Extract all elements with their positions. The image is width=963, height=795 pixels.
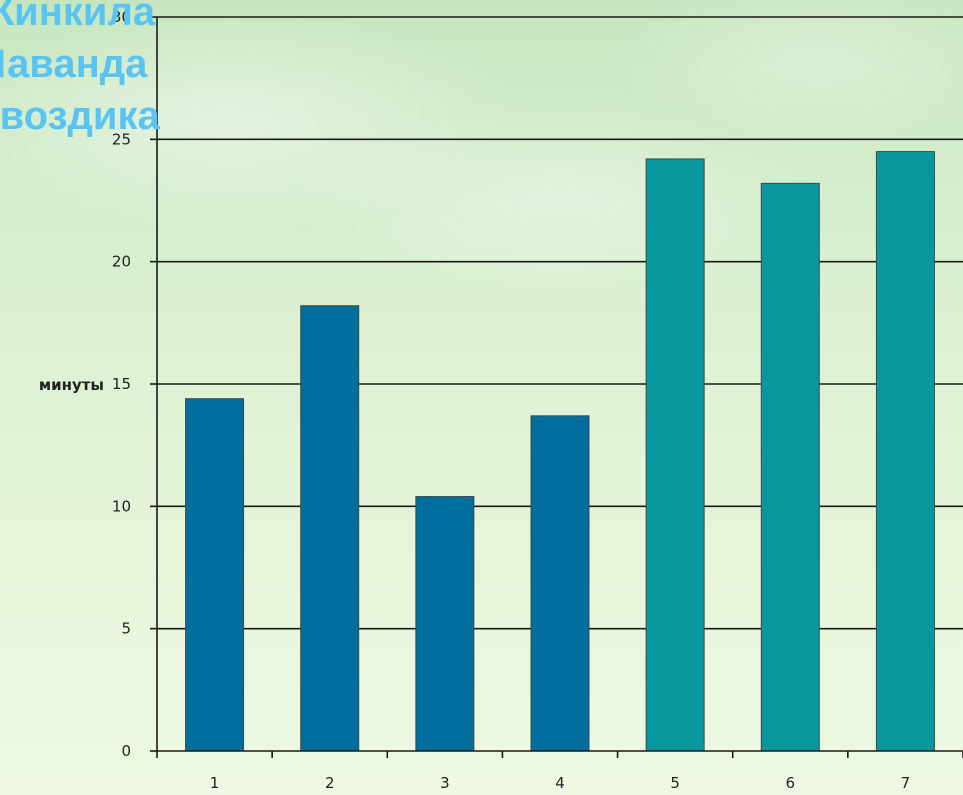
- axes: 0 5 10 15 20 25 30 1 2 3 4 5 6 7: [112, 8, 963, 792]
- y-tick-label: 0: [121, 742, 131, 760]
- y-tick-label: 5: [121, 620, 131, 638]
- y-tick-label: 30: [112, 8, 131, 26]
- legend-entry: Лаванда: [0, 42, 148, 86]
- y-tick-label: 15: [112, 375, 131, 393]
- x-tick-label: 2: [325, 774, 335, 792]
- y-axis-label: минуты: [39, 376, 104, 394]
- bar: [415, 496, 475, 752]
- x-tick-label: 5: [670, 774, 680, 792]
- legend-entry: Жинкила: [0, 0, 156, 34]
- bar: [875, 151, 935, 752]
- y-tick-label: 10: [112, 497, 131, 515]
- bars: [185, 151, 935, 752]
- bar: [300, 305, 360, 752]
- x-tick-label: 1: [210, 774, 220, 792]
- bar: [530, 415, 590, 752]
- bar: [645, 158, 705, 752]
- gridlines: [157, 16, 963, 630]
- y-tick-label: 20: [112, 253, 131, 271]
- x-tick-label: 7: [901, 774, 911, 792]
- x-tick-label: 3: [440, 774, 450, 792]
- bar: [760, 182, 820, 752]
- bar: [185, 398, 245, 752]
- x-tick-label: 4: [555, 774, 565, 792]
- y-tick-label: 25: [112, 130, 131, 148]
- legend-entry: Гвоздика: [0, 94, 160, 138]
- x-tick-label: 6: [786, 774, 796, 792]
- legend: Жинкила Лаванда Гвоздика: [0, 0, 160, 142]
